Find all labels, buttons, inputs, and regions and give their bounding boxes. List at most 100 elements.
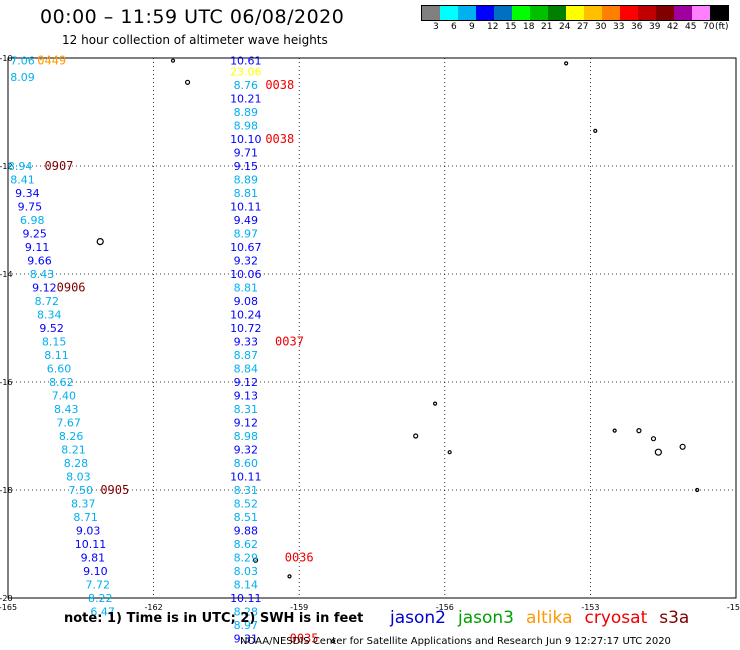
time-label: 0037 [275, 335, 304, 349]
legend-tick-label: 39 [649, 22, 661, 32]
swh-value-label: 10.06 [230, 268, 262, 281]
swh-value-label: 8.98 [234, 430, 259, 443]
mission-label-jason3: jason3 [458, 608, 514, 628]
time-label: 0905 [100, 483, 129, 497]
x-tick-label: -162 [145, 603, 163, 612]
legend-swatch [710, 6, 728, 20]
legend-swatch [656, 6, 674, 20]
y-tick-label: -16 [0, 378, 13, 387]
swh-value-label: 9.71 [234, 147, 259, 160]
legend-tick-label: 24 [559, 22, 571, 32]
swh-value-label: 8.43 [54, 403, 79, 416]
chart-title: 00:00 – 11:59 UTC 06/08/2020 [40, 6, 345, 28]
footnote: note: 1) Time is in UTC; 2) SWH is in fe… [64, 611, 364, 626]
swh-value-label: 8.26 [59, 430, 84, 443]
time-label: 0035 [290, 632, 319, 646]
swh-value-label: 9.12 [234, 376, 259, 389]
swh-value-label: 8.72 [35, 295, 60, 308]
swh-value-label: 8.37 [71, 498, 96, 511]
swh-value-label: 9.31 [234, 633, 259, 646]
swh-value-label: 6.60 [47, 363, 72, 376]
swh-value-label: 8.52 [234, 498, 259, 511]
island-outline [96, 238, 104, 246]
swh-value-label: 8.62 [49, 376, 74, 389]
swh-value-label: 9.11 [25, 241, 50, 254]
y-tick-label: -12 [0, 162, 13, 171]
swh-value-label: 8.14 [234, 579, 259, 592]
time-label: 0907 [45, 159, 74, 173]
y-tick-label: -18 [0, 486, 13, 495]
island-outline [564, 61, 569, 66]
swh-value-label: 9.03 [76, 525, 101, 538]
x-tick-label: -153 [581, 603, 599, 612]
island-outline [413, 433, 419, 439]
swh-value-label: 10.11 [75, 538, 107, 551]
legend-swatch [494, 6, 512, 20]
swh-value-label: 8.29 [234, 552, 259, 565]
legend-tick-label: 21 [541, 22, 553, 32]
legend-swatch [512, 6, 530, 20]
swh-value-label: 8.76 [234, 79, 259, 92]
swh-value-label: 10.10 [230, 133, 262, 146]
island-outline [593, 128, 598, 133]
swh-value-label: 8.81 [234, 282, 259, 295]
legend-tick-label: 15 [505, 22, 517, 32]
swh-value-label: 8.87 [234, 349, 259, 362]
legend-tick-label: 6 [451, 22, 457, 32]
color-scale-labels: 3 6 9 12 15 18 21 24 27 30 33 36 39 42 45 70 (ft) [421, 22, 740, 34]
mission-label-s3a: s3a [659, 608, 690, 628]
swh-value-label: 7.06 [10, 55, 35, 68]
island-outline [252, 557, 259, 563]
legend-swatch [584, 6, 602, 20]
swh-value-label: 8.71 [73, 511, 98, 524]
legend-tick-label: 9 [469, 22, 475, 32]
swh-value-label: 9.32 [234, 444, 259, 457]
legend-swatch [458, 6, 476, 20]
swh-value-label: 9.81 [81, 552, 106, 565]
legend-tick-label: 45 [685, 22, 697, 32]
y-tick-label: -20 [0, 594, 13, 603]
x-tick-label: -165 [0, 603, 17, 612]
swh-value-label: 8.62 [234, 538, 259, 551]
legend-swatch [440, 6, 458, 20]
mission-label-cryosat: cryosat [584, 608, 648, 628]
swh-value-label: 9.66 [27, 255, 52, 268]
legend-swatch [692, 6, 710, 20]
island-outline [432, 401, 438, 406]
swh-value-label: 8.28 [234, 606, 259, 619]
time-label: 0906 [57, 281, 86, 295]
swh-value-label: 6.47 [90, 606, 115, 619]
swh-value-label: 10.11 [230, 471, 262, 484]
swh-value-label: 7.40 [52, 390, 77, 403]
swh-value-label: 8.15 [42, 336, 67, 349]
swh-value-label: 9.32 [234, 255, 259, 268]
swh-value-label: 8.31 [234, 484, 259, 497]
swh-value-label: 9.10 [83, 565, 108, 578]
legend-tick-label: 36 [631, 22, 643, 32]
legend-tick-label: 12 [487, 22, 499, 32]
legend-tick-label: 3 [433, 22, 439, 32]
swh-value-label: 9.33 [234, 336, 259, 349]
swh-value-label: 9.13 [234, 390, 259, 403]
legend-tick-label: 42 [667, 22, 679, 32]
swh-value-label: 9.88 [234, 525, 259, 538]
swh-value-label: 6.98 [20, 214, 45, 227]
plot-frame [7, 57, 737, 599]
swh-value-label: 9.15 [234, 160, 259, 173]
swh-value-label: 8.31 [234, 403, 259, 416]
swh-value-label: 8.03 [66, 471, 91, 484]
swh-value-label: 8.60 [234, 457, 259, 470]
swh-value-label: 8.98 [234, 120, 259, 133]
legend-tick-label: 18 [523, 22, 535, 32]
legend-tick-label: 27 [577, 22, 589, 32]
swh-value-label: 8.97 [234, 619, 259, 632]
island-outline [650, 436, 657, 442]
island-outline [447, 450, 452, 455]
legend-tick-label: (ft) [715, 22, 729, 32]
swh-value-label: 9.12 [32, 282, 57, 295]
swh-value-label: 8.51 [234, 511, 259, 524]
swh-value-label: 8.84 [234, 363, 259, 376]
legend-swatch [620, 6, 638, 20]
swh-value-label: 10.24 [230, 309, 262, 322]
